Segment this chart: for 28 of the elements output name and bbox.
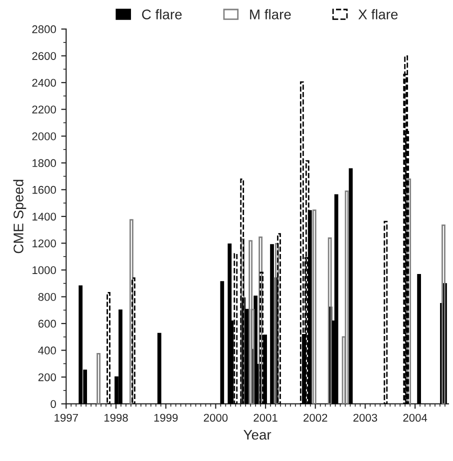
x-tick-label: 1997 xyxy=(54,414,78,422)
y-axis-title: CME Speed xyxy=(13,180,26,254)
y-tick-label: 400 xyxy=(38,346,56,354)
y-tick-label: 2000 xyxy=(32,132,56,140)
y-tick-label: 1600 xyxy=(32,186,56,194)
y-tick-label: 1400 xyxy=(32,212,56,221)
x-tick-label: 2004 xyxy=(403,414,428,422)
x-tick-label: 2000 xyxy=(204,414,228,422)
y-tick-label: 1800 xyxy=(32,159,56,168)
y-tick-label: 0 xyxy=(50,400,56,408)
legend-label: C flare xyxy=(142,9,182,20)
y-tick-label: 2800 xyxy=(32,25,56,34)
y-tick-label: 1000 xyxy=(32,266,56,274)
x-tick-label: 1999 xyxy=(154,414,178,422)
y-tick-label: 200 xyxy=(38,373,56,382)
x-tick-label: 2003 xyxy=(353,414,378,422)
legend-label: X flare xyxy=(358,9,398,20)
y-tick-label: 2400 xyxy=(32,78,56,87)
y-tick-label: 2200 xyxy=(32,106,56,114)
x-tick-label: 2002 xyxy=(304,414,328,422)
x-tick-label: 2001 xyxy=(254,414,278,422)
y-tick-label: 2600 xyxy=(32,52,56,60)
y-tick-label: 800 xyxy=(38,293,56,301)
legend-label: M flare xyxy=(250,9,291,20)
x-axis-title: Year xyxy=(244,430,272,440)
y-tick-label: 1200 xyxy=(32,239,56,248)
y-tick-label: 600 xyxy=(38,320,56,328)
x-tick-label: 1998 xyxy=(104,414,128,422)
